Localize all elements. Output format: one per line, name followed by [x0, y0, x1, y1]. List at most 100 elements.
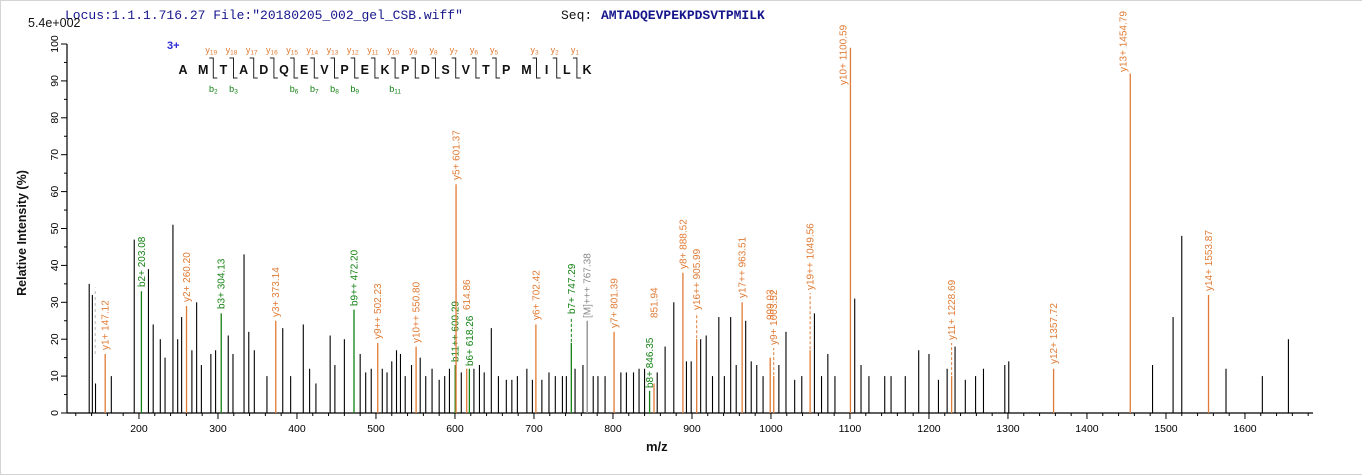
annotated-peak-label: b6+ 618.26: [465, 315, 476, 366]
locus-file-text: Locus:1.1.1.716.27 File:"20180205_002_ge…: [65, 8, 463, 23]
annotated-peak-label: y2+ 260.20: [182, 252, 193, 302]
cleavage-marker: [431, 57, 440, 79]
annotated-peak-label: y14+ 1553.87: [1204, 230, 1215, 291]
fragment-ion-label: y1: [571, 45, 580, 57]
fragment-ion-label: y14: [306, 45, 318, 57]
annotated-peak-label: b9++ 472.20: [350, 249, 361, 306]
residue-letter: K: [582, 63, 591, 77]
x-tick-label: 1400: [1075, 423, 1099, 435]
annotated-peak-label: b2+ 203.08: [137, 236, 148, 287]
annotated-peak-label: y17++ 963.51: [738, 236, 749, 298]
cleavage-marker: [350, 57, 359, 79]
x-axis-ticks: 200 300 400 500 600 700 800 900 1000 1100 1200 1300…: [75, 413, 1309, 435]
annotated-peak-label: b8+ 846.35: [645, 337, 656, 388]
fragment-ion-label: y18: [226, 45, 238, 57]
residue-letter: P: [502, 63, 510, 77]
cleavage-marker: [451, 57, 460, 79]
cleavage-marker: [269, 57, 278, 79]
annotated-peak-label: y16++ 905.99: [692, 248, 703, 310]
y-tick-label: 70: [49, 149, 61, 161]
fragment-ion-label: y6: [470, 45, 479, 57]
annotated-peak-label: y1+ 147.12: [101, 300, 112, 350]
cleavage-marker: [310, 57, 319, 79]
annotated-peak-label: b3+ 304.13: [217, 258, 228, 309]
annotated-peak-label: y3+ 373.14: [271, 267, 282, 317]
x-tick-label: 800: [604, 423, 622, 435]
fragment-ion-label: y17: [246, 45, 258, 57]
residue-letter: M: [521, 63, 531, 77]
residue-letter: T: [482, 63, 490, 77]
cleavage-marker: [471, 57, 480, 79]
annotated-peaks: y1+ 147.12 b2+ 203.08 y2+ 260.20 b3+ 304.13…: [101, 11, 1215, 413]
annotated-peak-label: y7+ 801.39: [610, 278, 621, 328]
cleavage-marker: [532, 57, 541, 79]
x-tick-label: 200: [130, 423, 148, 435]
max-intensity-label: 5.4e+002: [28, 16, 81, 30]
cleavage-marker: [492, 57, 501, 79]
y-tick-label: 60: [49, 186, 61, 198]
cleavage-marker: [572, 57, 581, 79]
annotated-peak-label: y13+ 1454.79: [1118, 11, 1129, 72]
y-tick-label: 30: [49, 296, 61, 308]
residue-letter: M: [198, 63, 208, 77]
cleavage-marker: [552, 57, 561, 79]
x-tick-label: 300: [209, 423, 227, 435]
residue-letter: S: [441, 63, 449, 77]
y-tick-label: 40: [49, 259, 61, 271]
residue-letter: A: [239, 63, 248, 77]
residue-letter: P: [401, 63, 409, 77]
fragment-ion-label: y2: [551, 45, 560, 57]
x-tick-label: 400: [288, 423, 306, 435]
fragment-ion-label: y7: [450, 45, 459, 57]
cleavage-marker: [330, 57, 339, 79]
x-tick-label: 1100: [839, 423, 862, 435]
fragment-ion-label: b3: [229, 84, 238, 96]
annotated-peak-label: 999.03: [766, 289, 777, 320]
residue-letter: K: [380, 63, 389, 77]
y-tick-label: 50: [49, 223, 61, 235]
residue-letter: D: [259, 63, 268, 77]
precursor-charge: 3+: [167, 40, 180, 52]
x-tick-label: 1300: [996, 423, 1020, 435]
fragment-ion-label: b6: [290, 84, 299, 96]
y-tick-label: 20: [49, 333, 61, 345]
y-tick-label: 0: [49, 410, 61, 416]
fragment-ion-label: y15: [286, 45, 298, 57]
sequence-value: AMTADQEVPEKPDSVTPMILK: [601, 8, 765, 23]
annotated-peak-label: y8+ 888.52: [678, 219, 689, 269]
annotated-peak-label: [M]+++ 767.38: [583, 253, 594, 318]
fragment-ion-label: y11: [367, 45, 379, 57]
fragment-ion-label: b9: [350, 84, 359, 96]
fragment-ion-label: y8: [429, 45, 438, 57]
residue-letter: T: [220, 63, 228, 77]
x-tick-label: 900: [683, 423, 701, 435]
fragment-ion-label: b8: [330, 84, 339, 96]
cleavage-marker: [370, 57, 379, 79]
x-tick-label: 500: [367, 423, 385, 435]
sequence-label: Seq:: [561, 8, 593, 23]
residue-letter: L: [563, 63, 571, 77]
residue-letter: P: [340, 63, 348, 77]
annotated-peak-label: y9+ 1003.52: [769, 289, 780, 345]
fragment-ion-label: y16: [266, 45, 278, 57]
annotated-peak-label: y12+ 1357.72: [1049, 303, 1060, 364]
fragment-ion-label: y9: [409, 45, 418, 57]
residue-letter: Q: [279, 63, 289, 77]
residue-letter: E: [361, 63, 369, 77]
residue-letter: V: [320, 63, 329, 77]
annotated-peak-label: y10+ 1100.59: [838, 24, 849, 85]
residue-letter: I: [545, 63, 548, 77]
cleavage-marker: [249, 57, 258, 79]
residue-letter: E: [300, 63, 308, 77]
annotated-peak-label: y9++ 502.23: [373, 283, 384, 339]
x-tick-label: 700: [525, 423, 543, 435]
fragment-ion-label: y12: [347, 45, 359, 57]
cleavage-marker: [209, 57, 218, 79]
x-tick-label: 1500: [1154, 423, 1178, 435]
peak-lines: [88, 224, 1289, 413]
fragment-ion-label: b7: [310, 84, 319, 96]
x-axis-title: m/z: [646, 439, 668, 454]
cleavage-marker: [229, 57, 238, 79]
